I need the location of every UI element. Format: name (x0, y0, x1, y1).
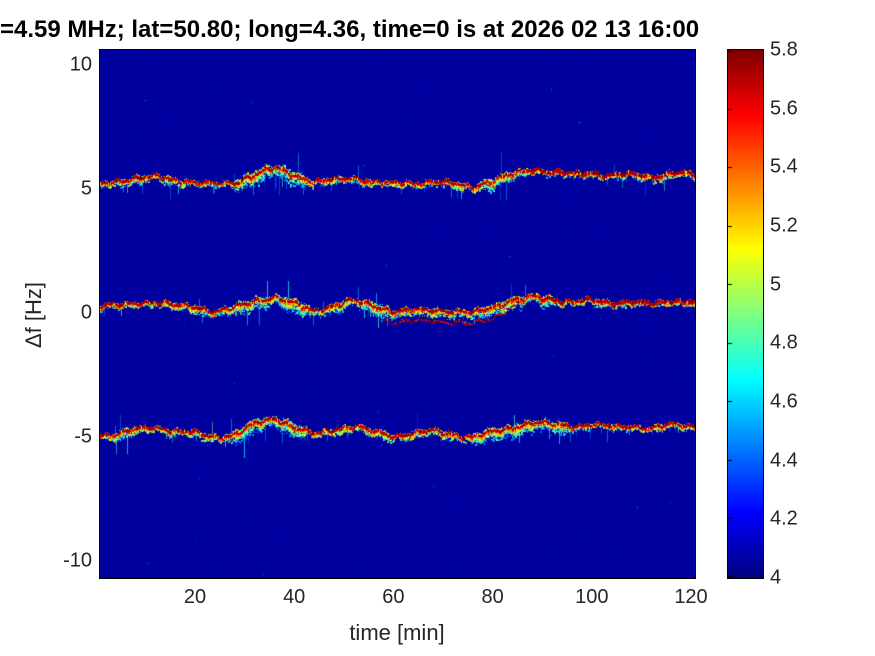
y-tick-label: 0 (80, 301, 92, 324)
colorbar-tick-label: 4 (770, 566, 782, 589)
x-tick-label: 20 (183, 586, 207, 608)
colorbar-tick-label: 5.6 (770, 97, 798, 120)
y-tick-label: 5 (80, 177, 92, 200)
colorbar-tick-label: 4.8 (770, 331, 798, 354)
y-tick-label: 10 (69, 53, 92, 76)
colorbar-tick-label: 5.8 (770, 38, 798, 61)
x-tick-label: 120 (674, 586, 708, 608)
colorbar-tick-label: 4.4 (770, 449, 798, 472)
colorbar-tick-label: 5.2 (770, 214, 798, 237)
y-axis-label: Δf [Hz] (21, 281, 46, 349)
colorbar-canvas (728, 50, 763, 578)
x-tick-label: 100 (575, 586, 609, 608)
y-tick-label: -5 (74, 425, 92, 448)
plot-area (99, 49, 696, 579)
colorbar (727, 49, 764, 579)
x-tick-label: 80 (481, 586, 504, 608)
x-tick-label: 40 (283, 586, 306, 608)
colorbar-tick-label: 4.2 (770, 507, 798, 530)
x-axis-label: time [min] (349, 620, 445, 645)
x-tick-label: 60 (382, 586, 405, 608)
y-tick-label: -10 (63, 549, 92, 572)
plot-title: =4.59 MHz; lat=50.80; long=4.36, time=0 … (0, 16, 700, 43)
spectrogram-canvas (100, 50, 695, 578)
colorbar-tick-label: 5 (770, 273, 782, 296)
colorbar-tick-label: 5.4 (770, 155, 798, 178)
colorbar-tick-label: 4.6 (770, 390, 798, 413)
